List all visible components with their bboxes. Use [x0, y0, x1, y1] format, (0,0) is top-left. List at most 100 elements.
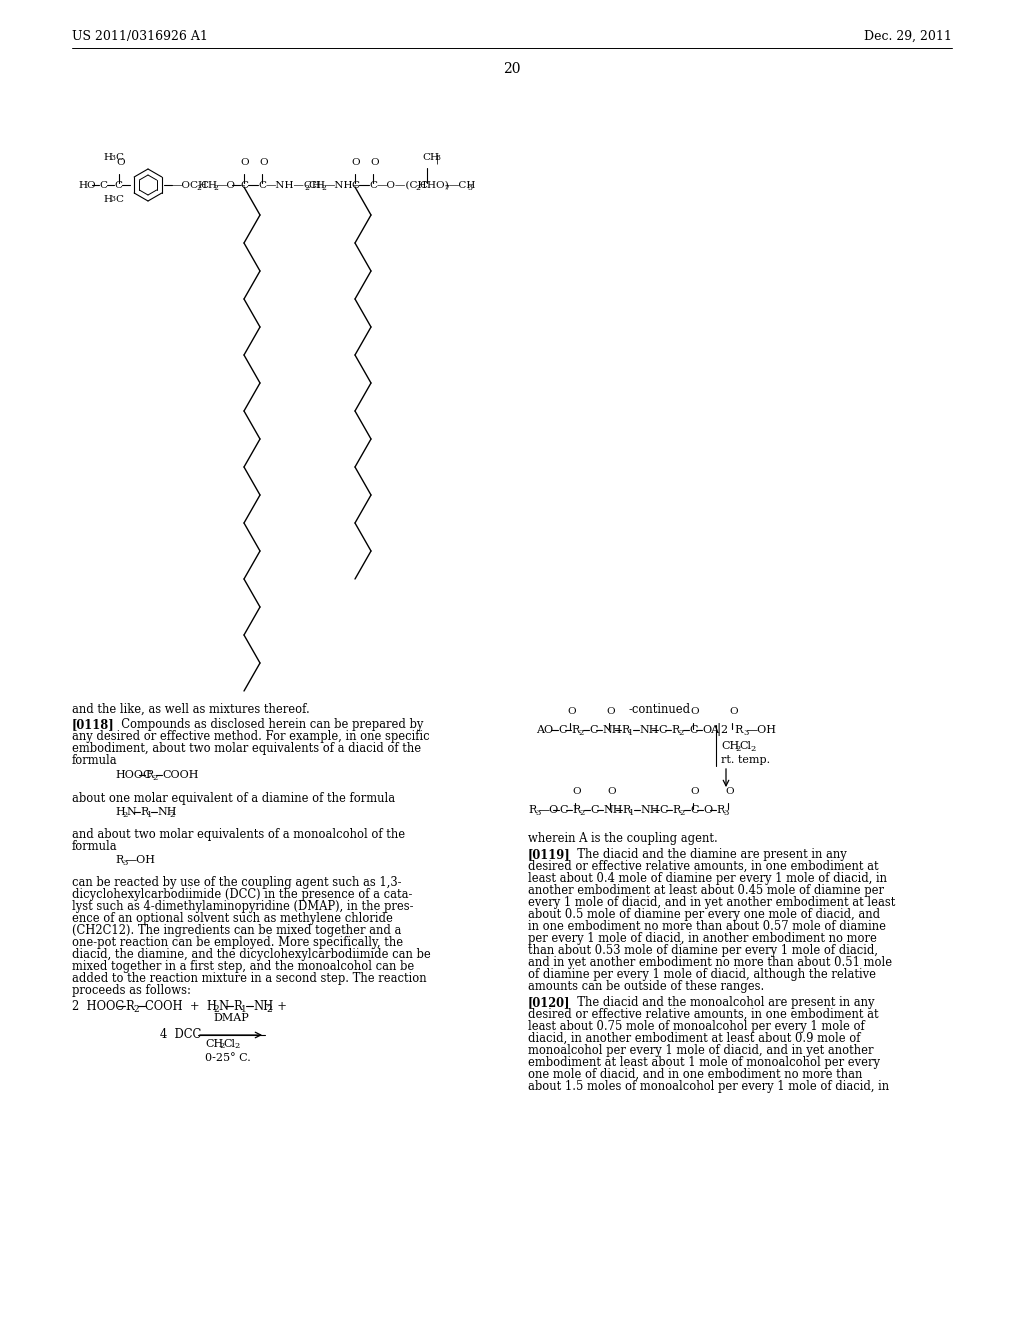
Text: [0118]: [0118] — [72, 718, 115, 731]
Text: HOOC: HOOC — [115, 770, 152, 780]
Text: one-pot reaction can be employed. More specifically, the: one-pot reaction can be employed. More s… — [72, 936, 403, 949]
Text: 7: 7 — [444, 183, 449, 191]
Text: 2: 2 — [735, 744, 740, 752]
Text: 2: 2 — [678, 729, 683, 737]
Text: O: O — [703, 805, 712, 814]
Text: and about two molar equivalents of a monoalcohol of the: and about two molar equivalents of a mon… — [72, 828, 406, 841]
Text: diacid, in another embodiment at least about 0.9 mole of: diacid, in another embodiment at least a… — [528, 1032, 860, 1045]
Text: —CH: —CH — [449, 181, 476, 190]
Text: 2: 2 — [213, 183, 218, 191]
Text: desired or effective relative amounts, in one embodiment at: desired or effective relative amounts, i… — [528, 861, 879, 873]
Text: CHO): CHO) — [419, 181, 449, 190]
Text: [0120]: [0120] — [528, 997, 570, 1008]
Text: —O—(CH: —O—(CH — [377, 181, 427, 190]
Text: C: C — [559, 805, 567, 814]
Text: C: C — [99, 181, 106, 190]
Text: The diacid and the monoalcohol are present in any: The diacid and the monoalcohol are prese… — [570, 997, 874, 1008]
Text: 4  DCC: 4 DCC — [160, 1028, 202, 1041]
Text: about 1.5 moles of monoalcohol per every 1 mole of diacid, in: about 1.5 moles of monoalcohol per every… — [528, 1080, 889, 1093]
Text: desired or effective relative amounts, in one embodiment at: desired or effective relative amounts, i… — [528, 1008, 879, 1020]
Text: 0-25° C.: 0-25° C. — [205, 1053, 251, 1063]
Text: R: R — [672, 805, 680, 814]
Text: 2  R: 2 R — [721, 725, 743, 735]
Text: least about 0.75 mole of monoalcohol per every 1 mole of: least about 0.75 mole of monoalcohol per… — [528, 1020, 864, 1034]
Text: 2: 2 — [234, 1041, 240, 1049]
Text: NH: NH — [602, 725, 622, 735]
Text: 2: 2 — [219, 1041, 224, 1049]
Text: C: C — [558, 725, 566, 735]
Text: than about 0.53 mole of diamine per every 1 mole of diacid,: than about 0.53 mole of diamine per ever… — [528, 944, 878, 957]
Text: rt. temp.: rt. temp. — [721, 755, 770, 766]
Text: R: R — [233, 999, 242, 1012]
Text: |: | — [716, 723, 720, 737]
Text: AO: AO — [536, 725, 553, 735]
Text: one mole of diacid, and in one embodiment no more than: one mole of diacid, and in one embodimen… — [528, 1068, 862, 1081]
Text: O: O — [259, 158, 267, 168]
Text: 2: 2 — [415, 183, 420, 191]
Text: can be reacted by use of the coupling agent such as 1,3-: can be reacted by use of the coupling ag… — [72, 876, 401, 888]
Text: HO: HO — [78, 181, 95, 190]
Text: C: C — [351, 181, 359, 190]
Text: ence of an optional solvent such as methylene chloride: ence of an optional solvent such as meth… — [72, 912, 393, 925]
Text: another embodiment at least about 0.45 mole of diamine per: another embodiment at least about 0.45 m… — [528, 884, 884, 898]
Text: 2: 2 — [152, 774, 158, 781]
Text: 3: 3 — [467, 183, 472, 191]
Text: in one embodiment no more than about 0.57 mole of diamine: in one embodiment no more than about 0.5… — [528, 920, 886, 933]
Text: —OH: —OH — [746, 725, 777, 735]
Text: 2: 2 — [578, 729, 584, 737]
Text: C: C — [658, 725, 667, 735]
Text: The diacid and the diamine are present in any: The diacid and the diamine are present i… — [570, 847, 847, 861]
Text: CH: CH — [205, 1039, 223, 1049]
Text: of diamine per every 1 mole of diacid, although the relative: of diamine per every 1 mole of diacid, a… — [528, 968, 876, 981]
Text: embodiment at least about 1 mole of monoalcohol per every: embodiment at least about 1 mole of mono… — [528, 1056, 880, 1069]
Text: 2: 2 — [213, 1005, 219, 1014]
Text: 2  HOOC: 2 HOOC — [72, 999, 124, 1012]
Text: R: R — [125, 999, 134, 1012]
Text: N: N — [126, 807, 136, 817]
Text: COOH  +  H: COOH + H — [145, 999, 217, 1012]
Text: Dec. 29, 2011: Dec. 29, 2011 — [864, 30, 952, 44]
Text: —OCH: —OCH — [172, 181, 208, 190]
Text: 1: 1 — [628, 729, 634, 737]
Text: formula: formula — [72, 840, 118, 853]
Text: and the like, as well as mixtures thereof.: and the like, as well as mixtures thereo… — [72, 704, 309, 715]
Text: mixed together in a first step, and the monoalcohol can be: mixed together in a first step, and the … — [72, 960, 415, 973]
Text: every 1 mole of diacid, and in yet another embodiment at least: every 1 mole of diacid, and in yet anoth… — [528, 896, 895, 909]
Text: R: R — [621, 725, 630, 735]
Text: +: + — [270, 999, 287, 1012]
Text: least about 0.4 mole of diamine per every 1 mole of diacid, in: least about 0.4 mole of diamine per ever… — [528, 873, 887, 884]
Text: O: O — [690, 787, 698, 796]
Text: C: C — [369, 181, 377, 190]
Text: Cl: Cl — [739, 741, 751, 751]
Text: H: H — [103, 153, 112, 162]
Text: C: C — [258, 181, 266, 190]
Text: —NH—: —NH— — [325, 181, 364, 190]
Text: O: O — [725, 787, 733, 796]
Text: R: R — [145, 770, 154, 780]
Text: NH: NH — [157, 807, 176, 817]
Text: 2: 2 — [133, 1005, 138, 1014]
Text: DMAP: DMAP — [213, 1012, 249, 1023]
Text: —OH: —OH — [126, 855, 156, 865]
Text: C: C — [115, 195, 123, 205]
Text: 3: 3 — [535, 809, 541, 817]
Text: 3: 3 — [110, 195, 115, 203]
Text: wherein A is the coupling agent.: wherein A is the coupling agent. — [528, 832, 718, 845]
Text: |: | — [436, 154, 439, 164]
Text: C: C — [659, 805, 668, 814]
Text: R: R — [622, 805, 630, 814]
Text: amounts can be outside of these ranges.: amounts can be outside of these ranges. — [528, 979, 764, 993]
Text: 2: 2 — [321, 183, 326, 191]
Text: and in yet another embodiment no more than about 0.51 mole: and in yet another embodiment no more th… — [528, 956, 892, 969]
Text: 3: 3 — [743, 729, 749, 737]
Text: H: H — [115, 807, 125, 817]
Text: Cl: Cl — [223, 1039, 234, 1049]
Text: —O—: —O— — [217, 181, 247, 190]
Text: O: O — [729, 708, 737, 715]
Text: 1: 1 — [629, 809, 635, 817]
Text: NH: NH — [253, 999, 273, 1012]
Text: C: C — [589, 725, 597, 735]
Text: 2: 2 — [169, 810, 174, 818]
Text: about 0.5 mole of diamine per every one mole of diacid, and: about 0.5 mole of diamine per every one … — [528, 908, 880, 921]
Text: dicyclohexylcarbodiimide (DCC) in the presence of a cata-: dicyclohexylcarbodiimide (DCC) in the pr… — [72, 888, 413, 902]
